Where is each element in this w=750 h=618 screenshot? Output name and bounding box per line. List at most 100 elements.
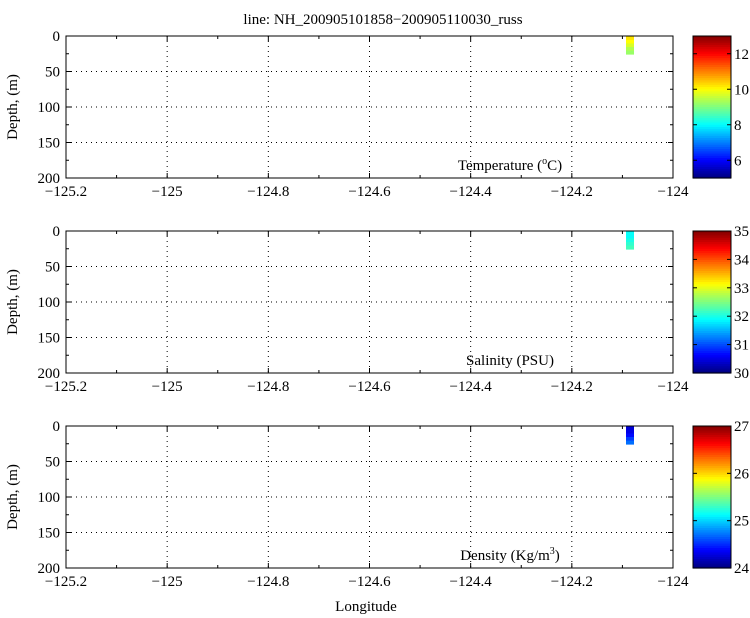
colorbar-segment xyxy=(693,454,731,458)
colorbar-segment xyxy=(693,47,731,50)
panel-variable-label: Density (Kg/m3) xyxy=(460,546,560,564)
colorbar-segment xyxy=(693,499,731,503)
colorbar-segment xyxy=(693,113,731,117)
colorbar-segment xyxy=(693,510,731,514)
colorbar-segment xyxy=(693,173,731,177)
y-tick-label: 50 xyxy=(45,260,60,276)
colorbar-segment xyxy=(693,73,731,77)
colorbar-segment xyxy=(693,550,731,554)
colorbar-segment xyxy=(693,297,731,301)
x-tick-label: −124.6 xyxy=(348,184,391,200)
y-tick-label: 0 xyxy=(53,224,61,240)
colorbar-segment xyxy=(693,481,731,485)
colorbar-segment xyxy=(693,368,731,372)
colorbar-segment xyxy=(693,565,731,569)
colorbar-segment xyxy=(693,257,731,261)
colorbar-segment xyxy=(693,428,731,432)
x-tick-label: −125 xyxy=(152,379,183,395)
colorbar-segment xyxy=(693,355,731,359)
colorbar-segment xyxy=(693,468,731,471)
colorbar-segment xyxy=(693,477,731,480)
colorbar-segment xyxy=(693,109,731,113)
colorbar-segment xyxy=(693,505,731,509)
data-cell xyxy=(626,234,635,239)
colorbar-segment xyxy=(693,324,731,328)
colorbar-segment xyxy=(693,350,731,354)
y-tick-label: 50 xyxy=(45,455,60,471)
colorbar-segment xyxy=(693,164,731,168)
colorbar-segment xyxy=(693,426,731,429)
colorbar-segment xyxy=(693,516,731,520)
colorbar-segment xyxy=(693,339,731,343)
colorbar-segment xyxy=(693,545,731,549)
colorbar-segment xyxy=(693,140,731,144)
colorbar-segment xyxy=(693,71,731,75)
colorbar-segment xyxy=(693,160,731,164)
colorbar-segment xyxy=(693,366,731,370)
colorbar-segment xyxy=(693,138,731,141)
colorbar-segment xyxy=(693,353,731,356)
x-tick-label: −125 xyxy=(152,184,183,200)
data-cell xyxy=(626,231,635,236)
colorbar-segment xyxy=(693,359,731,363)
colorbar-segment xyxy=(693,131,731,135)
data-cells xyxy=(626,36,635,55)
colorbar-segment xyxy=(693,67,731,70)
data-cells xyxy=(626,231,635,250)
colorbar-segment xyxy=(693,171,731,175)
colorbar: 6 8 10 12 xyxy=(692,35,749,179)
colorbar-segment xyxy=(693,443,731,447)
x-tick-label: −124.4 xyxy=(450,184,493,200)
x-tick-label: −124.8 xyxy=(247,574,289,590)
colorbar-segment xyxy=(693,508,731,511)
colorbar-segment xyxy=(693,528,731,531)
colorbar-segment xyxy=(693,273,731,276)
y-tick-label: 100 xyxy=(38,100,61,116)
x-tick-label: −125 xyxy=(152,574,183,590)
data-cell xyxy=(626,47,635,52)
colorbar-segment xyxy=(693,306,731,310)
colorbar-tick-label: 33 xyxy=(734,281,749,297)
colorbar-segment xyxy=(693,548,731,551)
colorbar-segment xyxy=(693,262,731,265)
colorbar-segment xyxy=(693,430,731,434)
y-axis-label: Depth, (m) xyxy=(5,464,21,530)
colorbar-segment xyxy=(693,530,731,534)
colorbar-segment xyxy=(693,264,731,268)
colorbar-segment xyxy=(693,457,731,460)
data-cell xyxy=(626,440,635,445)
colorbar-segment xyxy=(693,233,731,237)
colorbar-segment xyxy=(693,328,731,332)
x-tick-label: −124 xyxy=(658,379,689,395)
colorbar-segment xyxy=(693,534,731,538)
colorbar-segment xyxy=(693,357,731,361)
colorbar-tick-label: 10 xyxy=(734,82,749,98)
colorbar-segment xyxy=(693,84,731,88)
colorbar-segment xyxy=(693,512,731,516)
colorbar-segment xyxy=(693,472,731,476)
colorbar-segment xyxy=(693,310,731,314)
label-superscript: o xyxy=(542,156,547,167)
colorbar-segment xyxy=(693,521,731,525)
data-cell xyxy=(626,238,635,243)
colorbar-segment xyxy=(693,470,731,474)
y-axis-label: Depth, (m) xyxy=(5,74,21,140)
colorbar-segment xyxy=(693,465,731,469)
colorbar-segment xyxy=(693,337,731,341)
colorbar-segment xyxy=(693,514,731,518)
colorbar-segment xyxy=(693,519,731,523)
colorbar-segment xyxy=(693,439,731,443)
colorbar-tick-label: 8 xyxy=(734,118,742,134)
figure-title: line: NH_200905101858−200905110030_russ xyxy=(243,12,522,28)
colorbar-segment xyxy=(693,129,731,133)
x-tick-label: −124.4 xyxy=(450,574,493,590)
label-tail: ) xyxy=(555,548,560,564)
colorbar-segment xyxy=(693,532,731,536)
colorbar-segment xyxy=(693,341,731,345)
colorbar-segment xyxy=(693,319,731,323)
panel-1: −125.2 −125 −124.8 −124.6 −124.4 −124.2 −124 0 5… xyxy=(5,29,749,200)
colorbar-segment xyxy=(693,539,731,542)
colorbar-segment xyxy=(693,437,731,440)
x-tick-label: −124.2 xyxy=(551,574,593,590)
